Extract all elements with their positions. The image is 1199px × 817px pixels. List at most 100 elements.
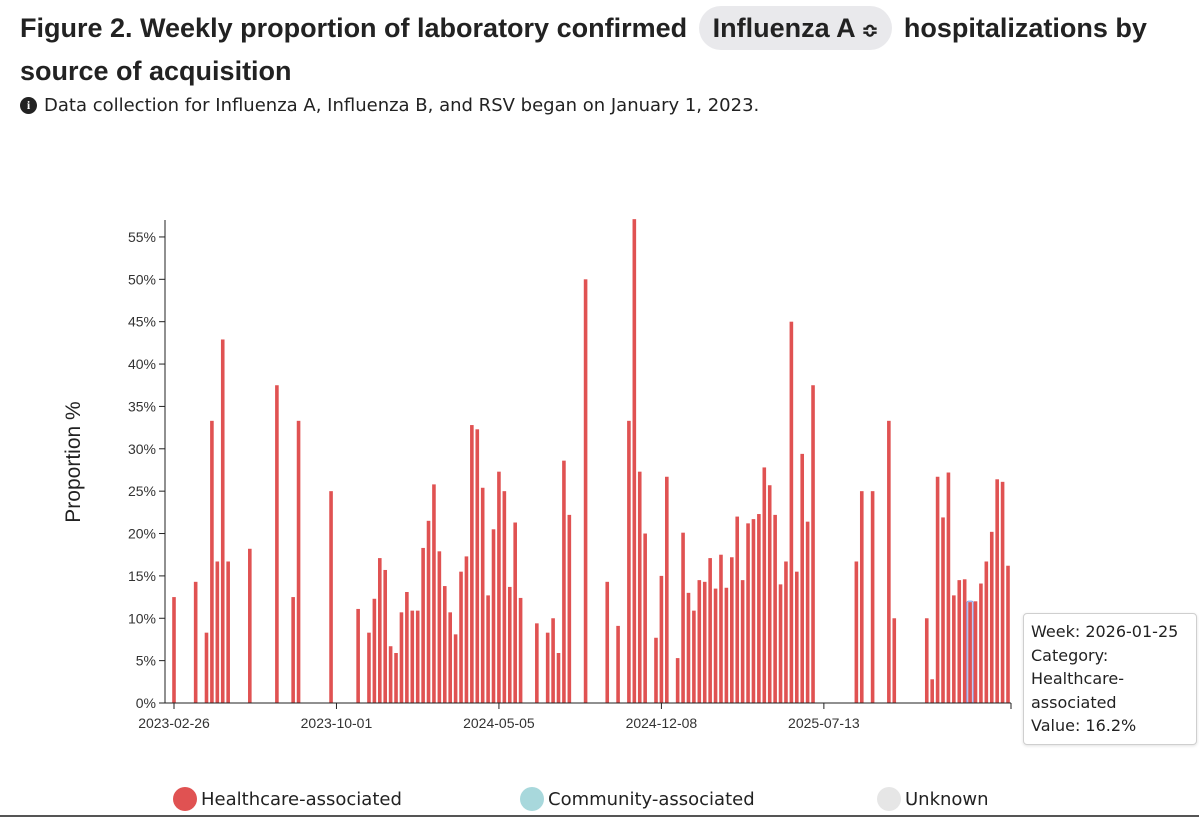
bar[interactable] (535, 623, 539, 703)
bar[interactable] (730, 557, 734, 703)
bar[interactable] (562, 460, 566, 703)
bar[interactable] (415, 610, 420, 703)
bar[interactable] (746, 523, 750, 703)
bar[interactable] (789, 321, 794, 703)
bar[interactable] (421, 547, 425, 703)
bar[interactable] (957, 580, 962, 703)
bar[interactable] (432, 484, 436, 703)
bar[interactable] (643, 533, 647, 703)
bar[interactable] (215, 561, 220, 703)
bar[interactable] (962, 579, 967, 703)
bar[interactable] (675, 658, 680, 703)
bar[interactable] (859, 491, 864, 703)
bar[interactable] (296, 420, 301, 703)
bar[interactable] (946, 472, 951, 703)
bar[interactable] (399, 612, 404, 703)
bar[interactable] (811, 385, 815, 703)
bar[interactable] (713, 588, 718, 703)
bar[interactable] (952, 595, 956, 703)
bar[interactable] (356, 608, 360, 703)
bar[interactable] (719, 554, 723, 703)
disease-selector[interactable]: Influenza A ≎ (698, 6, 893, 50)
bar[interactable] (740, 580, 745, 703)
bar[interactable] (989, 531, 994, 703)
bar[interactable] (637, 471, 642, 703)
legend-item-unknown[interactable]: Unknown (877, 787, 989, 811)
bar[interactable] (984, 561, 989, 703)
bar[interactable] (459, 571, 463, 703)
bar[interactable] (973, 601, 978, 703)
bar[interactable] (329, 491, 333, 703)
bar[interactable] (220, 339, 225, 703)
bar[interactable] (762, 467, 767, 703)
bar[interactable] (724, 587, 729, 703)
bar[interactable] (773, 514, 777, 703)
bar[interactable] (892, 618, 897, 703)
bar[interactable] (486, 595, 490, 703)
bar[interactable] (632, 219, 637, 703)
bar[interactable] (448, 612, 452, 703)
bar[interactable] (930, 679, 934, 703)
legend-item-healthcare[interactable]: Healthcare-associated (173, 787, 402, 811)
bar[interactable] (979, 583, 983, 703)
bar[interactable] (275, 385, 279, 703)
bar[interactable] (778, 584, 783, 703)
bar[interactable] (464, 556, 469, 703)
bar[interactable] (708, 558, 712, 703)
bar[interactable] (497, 471, 501, 703)
bar[interactable] (924, 618, 929, 703)
bar[interactable] (426, 520, 431, 703)
bar[interactable] (887, 420, 891, 703)
bar[interactable] (567, 514, 572, 703)
bar[interactable] (757, 514, 761, 703)
bar[interactable] (686, 592, 691, 703)
bar[interactable] (502, 491, 507, 703)
bar[interactable] (172, 597, 176, 703)
bar[interactable] (453, 634, 458, 703)
bar[interactable] (470, 425, 474, 703)
bar[interactable] (480, 487, 485, 703)
bar[interactable] (870, 491, 875, 703)
bar[interactable] (692, 610, 696, 703)
bar[interactable] (556, 653, 561, 703)
bar[interactable] (383, 569, 388, 703)
bar[interactable] (204, 632, 209, 703)
bar[interactable] (394, 653, 398, 703)
bar[interactable] (291, 597, 295, 703)
legend-item-community[interactable]: Community-associated (520, 787, 755, 811)
bar[interactable] (442, 586, 447, 703)
bar[interactable] (193, 581, 198, 703)
bar[interactable] (377, 558, 382, 703)
bar[interactable] (941, 517, 945, 703)
bar[interactable] (513, 522, 517, 703)
bar[interactable] (405, 591, 409, 703)
bar[interactable] (767, 485, 772, 703)
bar[interactable] (995, 479, 999, 703)
bar[interactable] (681, 532, 685, 703)
bar[interactable] (437, 551, 442, 703)
bar[interactable] (475, 429, 480, 703)
bar[interactable] (551, 618, 555, 703)
bar[interactable] (605, 581, 610, 703)
bar[interactable] (735, 516, 740, 703)
bar[interactable] (367, 632, 371, 703)
bar[interactable] (854, 561, 859, 703)
bar[interactable] (410, 610, 415, 703)
bar[interactable] (805, 521, 810, 703)
bar[interactable] (697, 580, 702, 703)
bar[interactable] (616, 625, 620, 703)
bar[interactable] (248, 548, 252, 703)
bar[interactable] (800, 453, 805, 703)
bar[interactable] (665, 476, 669, 703)
bar[interactable] (751, 519, 756, 703)
bar[interactable] (935, 476, 940, 703)
bar[interactable] (659, 575, 664, 703)
bar[interactable] (784, 561, 788, 703)
bar[interactable] (654, 637, 658, 703)
bar[interactable] (388, 646, 393, 703)
bar[interactable] (372, 598, 377, 703)
bar[interactable] (1006, 565, 1010, 703)
bar[interactable] (627, 420, 631, 703)
bar[interactable] (507, 586, 512, 703)
bar[interactable] (794, 571, 799, 703)
